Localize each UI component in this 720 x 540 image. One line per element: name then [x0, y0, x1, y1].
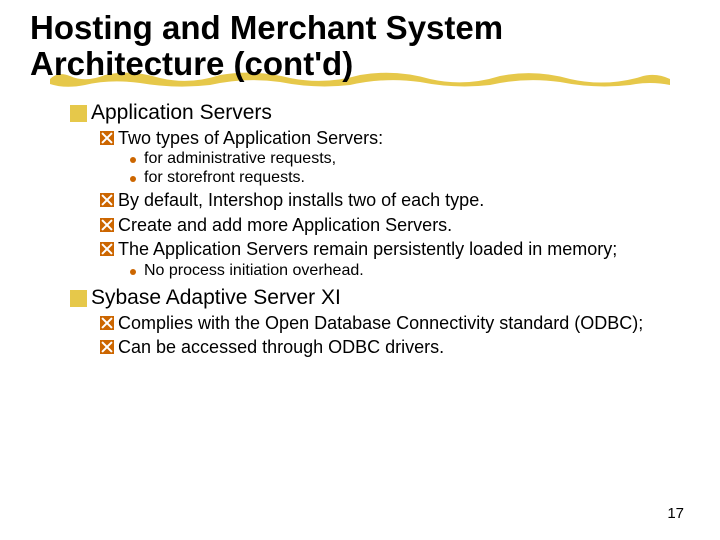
list-item: Can be accessed through ODBC drivers.	[100, 336, 690, 359]
item-label: By default, Intershop installs two of ea…	[118, 189, 484, 212]
slide-title: Hosting and Merchant System Architecture…	[30, 10, 690, 83]
sub-item-label: for administrative requests,	[144, 150, 336, 168]
x-bullet-icon	[100, 242, 114, 256]
slide: Hosting and Merchant System Architecture…	[0, 0, 720, 359]
x-bullet-icon	[100, 218, 114, 232]
section-label: Application Servers	[91, 101, 272, 125]
x-bullet-icon	[100, 316, 114, 330]
section-heading: Application Servers	[70, 101, 690, 125]
x-bullet-icon	[100, 340, 114, 354]
item-label: Complies with the Open Database Connecti…	[118, 312, 643, 335]
sub-item-label: No process initiation overhead.	[144, 262, 364, 280]
item-label: Create and add more Application Servers.	[118, 214, 452, 237]
item-label: Two types of Application Servers:	[118, 127, 383, 150]
slide-content: Application Servers Two types of Applica…	[30, 101, 690, 359]
page-number: 17	[667, 505, 684, 522]
sub-item: for storefront requests.	[130, 169, 690, 187]
title-wrap: Hosting and Merchant System Architecture…	[30, 10, 690, 83]
sub-items: for administrative requests, for storefr…	[100, 150, 690, 187]
x-bullet-icon	[100, 193, 114, 207]
section-items: Complies with the Open Database Connecti…	[70, 312, 690, 359]
sub-item-label: for storefront requests.	[144, 169, 305, 187]
square-bullet-icon	[70, 105, 87, 122]
section-heading: Sybase Adaptive Server XI	[70, 286, 690, 310]
sub-item: No process initiation overhead.	[130, 262, 690, 280]
item-label: The Application Servers remain persisten…	[118, 238, 617, 261]
section-label: Sybase Adaptive Server XI	[91, 286, 341, 310]
list-item: By default, Intershop installs two of ea…	[100, 189, 690, 212]
item-label: Can be accessed through ODBC drivers.	[118, 336, 444, 359]
list-item: Complies with the Open Database Connecti…	[100, 312, 690, 335]
list-item: Two types of Application Servers:	[100, 127, 690, 150]
x-bullet-icon	[100, 131, 114, 145]
dot-bullet-icon	[130, 269, 136, 275]
dot-bullet-icon	[130, 176, 136, 182]
section-items: Two types of Application Servers: for ad…	[70, 127, 690, 280]
square-bullet-icon	[70, 290, 87, 307]
list-item: Create and add more Application Servers.	[100, 214, 690, 237]
sub-items: No process initiation overhead.	[100, 262, 690, 280]
sub-item: for administrative requests,	[130, 150, 690, 168]
list-item: The Application Servers remain persisten…	[100, 238, 690, 261]
dot-bullet-icon	[130, 157, 136, 163]
